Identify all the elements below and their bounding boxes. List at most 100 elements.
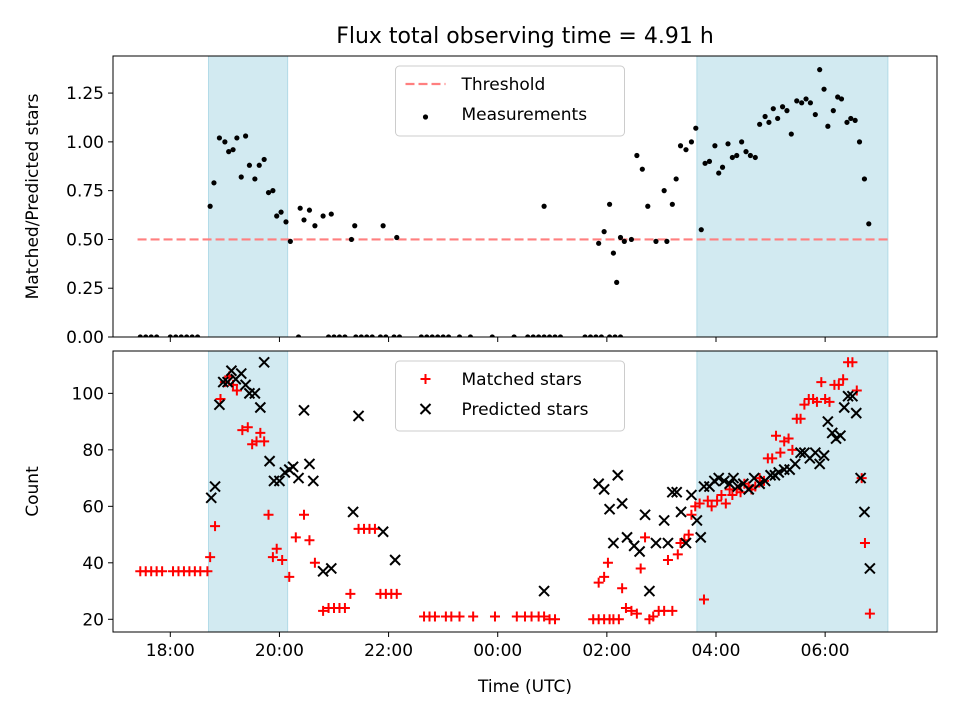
measurement-point [270,188,276,194]
predicted-star-point [826,427,838,439]
measurement-point [610,250,617,256]
measurement-point [743,149,749,155]
matched-star-point [369,523,380,534]
measurement-point [226,149,232,155]
measurement-point [614,279,620,285]
measurement-point [178,334,184,337]
measurement-point [265,189,272,196]
matched-star-point [683,529,694,540]
y-axis-label: Count [23,466,43,517]
measurement-point [278,209,284,215]
x-tick-label: 00:00 [473,641,522,661]
ratio-panel: 0.00 0.25 0.50 0.75 1.00 1.25 Matched/Predicte… [23,55,938,348]
predicted-star-point [225,365,238,377]
predicted-star-point [773,466,785,479]
predicted-star-point [727,472,740,484]
matched-star-point [626,605,637,616]
measurement-point [702,160,708,166]
measurement-point [348,236,355,243]
y-tick-label: 40 [82,554,104,574]
matched-star-point [613,614,624,625]
matched-star-point [795,413,806,424]
measurement-point [295,334,302,337]
measurement-point [380,223,386,229]
measurement-point [747,152,753,159]
predicted-star-point [764,469,777,481]
predicted-star-point [850,407,862,419]
predicted-star-point [834,430,847,442]
predicted-star-point [643,585,656,597]
measurement-point [598,334,604,337]
matched-star-point [816,377,827,388]
measurement-point [712,143,718,149]
matched-star-point [662,554,673,565]
predicted-star-point [263,455,276,467]
measurement-point [716,170,722,176]
measurement-point [137,334,143,337]
measurement-point [287,238,293,244]
measurement-point [688,139,695,145]
predicted-star-point [743,483,755,496]
predicted-star-point [221,376,234,388]
matched-star-point [727,490,738,501]
predicted-star-point [209,480,221,493]
matched-star-point [345,588,356,599]
measurement-point [320,213,326,219]
predicted-star-point [639,509,651,521]
matched-star-point [694,498,705,509]
matched-star-point [242,422,253,433]
measurement-point [194,334,201,337]
measurement-point [784,108,790,114]
predicted-star-point [723,478,736,490]
measurement-point [525,334,531,337]
matched-star-point [277,554,288,565]
measurement-point [794,98,800,104]
matched-star-point [640,532,651,543]
measurement-point [511,334,517,337]
axes-frame [112,350,938,633]
measurement-point [852,117,858,123]
measurement-point [391,334,397,337]
matched-star-point [210,521,221,532]
y-tick-label: 1.00 [66,133,104,153]
predicted-star-point [307,475,319,487]
measurement-point [821,86,827,92]
measurement-point [328,211,334,217]
measurement-point [757,121,763,127]
x-tick-label: 06:00 [801,641,850,661]
y-tick-label: 80 [82,441,104,461]
matched-star-point [767,453,778,464]
x-tick-label: 18:00 [146,641,195,661]
observing-window-shade [207,351,289,632]
measurement-point [358,334,364,337]
y-tick-label: 0.50 [66,230,104,250]
matched-star-point [838,374,849,385]
measurement-point [274,213,280,219]
measurement-point [418,334,424,337]
measurement-point [331,334,337,337]
matched-star-point [648,611,659,622]
predicted-star-point [666,486,679,498]
measurement-point [148,334,154,337]
predicted-star-point [325,562,337,575]
measurement-point [541,203,547,209]
chart-title: Flux total observing time = 4.91 h [336,24,714,49]
measurement-point [762,113,768,120]
measurement-point [835,94,841,100]
observing-window-shade [696,56,889,337]
predicted-star-point [794,446,807,459]
plot-area [137,56,891,337]
measurement-point [552,334,558,337]
measurement-point [216,135,223,141]
predicted-star-point [258,356,270,369]
matched-star-point [783,433,794,444]
predicted-star-point [680,537,692,549]
measurement-point [173,334,179,337]
measurement-point [698,227,704,233]
matched-star-point [631,608,642,619]
measurement-point [587,334,594,337]
matched-star-point [635,563,646,574]
matched-star-point [824,396,835,407]
measurement-point [541,334,547,337]
